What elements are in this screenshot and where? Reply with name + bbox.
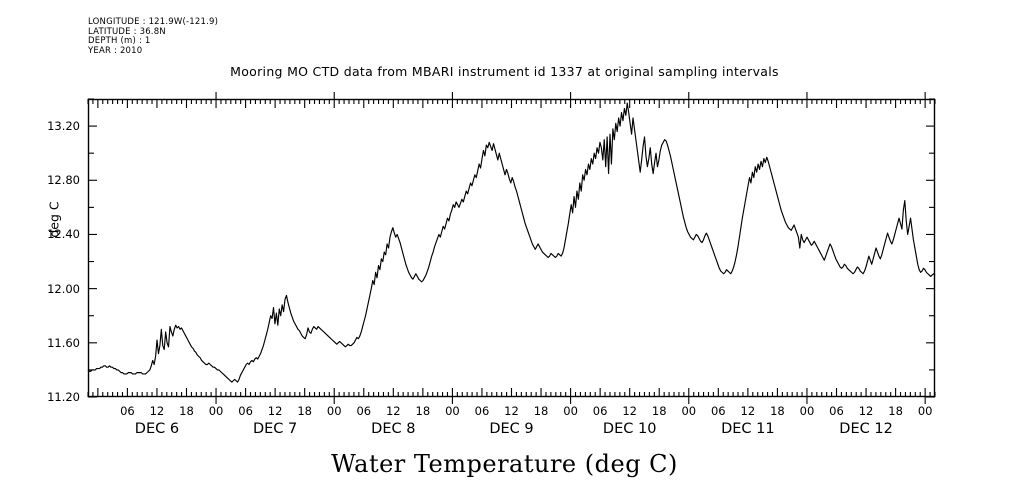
plot-area (87, 92, 936, 404)
x-axis-hour-label: 18 (651, 404, 667, 418)
x-axis-hour-label: 00 (917, 404, 933, 418)
x-axis-hour-label: 18 (297, 404, 312, 418)
x-axis-hour-label: 12 (267, 404, 283, 418)
y-axis-tick-label: 11.20 (47, 390, 80, 404)
x-axis-hour-label: 06 (829, 404, 844, 418)
y-axis-tick-label: 11.60 (47, 335, 80, 350)
x-axis-day-label: DEC 12 (839, 421, 893, 437)
chart-title: Mooring MO CTD data from MBARI instrumen… (230, 64, 779, 79)
x-axis-hour-label: 06 (120, 404, 135, 418)
metadata-block: LONGITUDE : 121.9W(-121.9) LATITUDE : 36… (88, 17, 219, 56)
y-axis-tick-label: 13.20 (47, 119, 80, 134)
metadata-year: YEAR : 2010 (88, 45, 143, 56)
x-axis-day-label: DEC 6 (134, 421, 180, 437)
x-axis-hour-label: 12 (858, 404, 874, 418)
x-axis-hour-label: 18 (888, 404, 903, 418)
x-axis-hour-label: 12 (740, 404, 756, 418)
x-axis-hour-label: 18 (179, 404, 194, 418)
x-axis-day-label: DEC 8 (371, 421, 416, 437)
x-axis-hour-label: 00 (326, 404, 342, 418)
x-axis-hour-label: 00 (208, 404, 224, 418)
x-axis-day-label: DEC 11 (721, 421, 775, 437)
x-axis-hour-label: 00 (445, 404, 460, 418)
x-axis-hour-label: 18 (770, 404, 785, 418)
x-axis-hour-label: 00 (799, 404, 815, 418)
x-axis-hour-label: 06 (710, 404, 726, 418)
x-axis-hour-label: 06 (238, 404, 253, 418)
x-axis-day-label: DEC 10 (602, 421, 657, 437)
x-axis-day-label: DEC 9 (489, 421, 534, 437)
x-axis-day-label: DEC 7 (252, 421, 298, 437)
x-axis-hour-label: 12 (622, 404, 637, 418)
x-axis-hour-label: 12 (149, 404, 165, 418)
y-axis-tick-label: 12.80 (47, 173, 80, 188)
y-axis-tick-label: 12.40 (47, 227, 80, 242)
chart-svg (87, 92, 936, 404)
data-series-line (87, 102, 936, 383)
x-axis-hour-label: 06 (474, 404, 490, 418)
x-axis-hour-label: 18 (415, 404, 431, 418)
x-axis-hour-label: 00 (681, 404, 697, 418)
metadata-longitude: LONGITUDE : 121.9W(-121.9) (88, 17, 219, 27)
x-axis-hour-label: 18 (533, 404, 549, 418)
x-axis-hour-label: 06 (356, 404, 372, 418)
x-axis-hour-label: 06 (592, 404, 608, 418)
x-axis-hour-label: 00 (563, 404, 578, 418)
x-axis-hour-label: 12 (504, 404, 519, 418)
metadata-latitude: LATITUDE : 36.8N (88, 26, 166, 37)
metadata-depth: DEPTH (m) : 1 (88, 36, 151, 47)
chart-bottom-label: Water Temperature (deg C) (331, 450, 678, 478)
y-axis-tick-label: 12.00 (47, 281, 80, 296)
x-axis-hour-label: 12 (385, 404, 401, 418)
